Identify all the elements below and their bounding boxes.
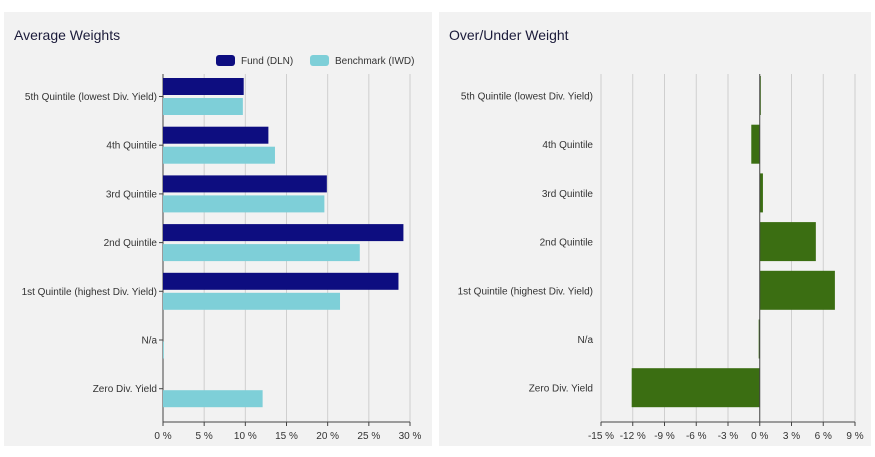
bar (163, 146, 275, 164)
bar (759, 270, 835, 310)
average-weights-title: Average Weights (14, 27, 121, 43)
x-tick-label: -15 % (588, 431, 614, 442)
bar (163, 224, 404, 242)
bar (758, 319, 760, 359)
bar (163, 341, 164, 359)
bar (163, 390, 263, 408)
category-label: 2nd Quintile (540, 238, 594, 249)
bar (163, 78, 244, 95)
category-label: 3rd Quintile (542, 189, 594, 200)
category-label: 5th Quintile (lowest Div. Yield) (25, 92, 157, 103)
bar (163, 244, 360, 262)
x-tick-label: 20 % (316, 431, 339, 442)
bar (759, 222, 816, 262)
bar (163, 292, 341, 310)
category-label: N/a (577, 335, 593, 346)
x-tick-label: 0 % (751, 431, 768, 442)
x-tick-label: 25 % (357, 431, 380, 442)
over-under-weight-panel: Over/Under Weight 5th Quintile (lowest D… (439, 12, 871, 446)
category-label: 1st Quintile (highest Div. Yield) (458, 286, 593, 297)
bar (759, 173, 763, 213)
legend-swatch (310, 55, 329, 66)
x-tick-label: -12 % (620, 431, 646, 442)
legend-swatch (216, 55, 235, 66)
over-under-weight-chart: 5th Quintile (lowest Div. Yield) 4th Quin… (458, 74, 864, 442)
average-weights-panel: Average Weights 5th Quintile (lowest Div… (4, 12, 432, 446)
bar (163, 272, 399, 290)
category-label: Zero Div. Yield (529, 384, 593, 395)
category-label: 5th Quintile (lowest Div. Yield) (461, 92, 593, 103)
x-tick-label: -3 % (718, 431, 739, 442)
bar (163, 175, 327, 193)
legend-label: Fund (DLN) (241, 56, 293, 67)
average-weights-chart: 5th Quintile (lowest Div. Yield) 4th Quin… (22, 55, 422, 442)
category-label: 3rd Quintile (106, 189, 158, 200)
x-tick-label: 5 % (196, 431, 213, 442)
category-label: N/a (141, 336, 157, 347)
category-label: 4th Quintile (106, 141, 157, 152)
x-tick-label: 6 % (815, 431, 832, 442)
x-tick-label: 10 % (234, 431, 257, 442)
bar (163, 126, 269, 144)
x-tick-label: -6 % (686, 431, 707, 442)
bar (631, 368, 760, 408)
over-under-weight-title: Over/Under Weight (449, 27, 569, 43)
category-label: 4th Quintile (542, 140, 593, 151)
legend-label: Benchmark (IWD) (335, 56, 414, 67)
x-tick-label: -9 % (654, 431, 675, 442)
x-tick-label: 0 % (154, 431, 171, 442)
bar (751, 124, 760, 164)
x-tick-label: 15 % (275, 431, 298, 442)
category-label: 1st Quintile (highest Div. Yield) (22, 287, 157, 298)
x-tick-label: 3 % (783, 431, 800, 442)
category-label: 2nd Quintile (104, 238, 158, 249)
x-tick-label: 9 % (846, 431, 863, 442)
bar (759, 76, 761, 115)
bar (163, 195, 325, 213)
bar (163, 98, 243, 115)
category-label: Zero Div. Yield (93, 384, 157, 395)
x-tick-label: 30 % (399, 431, 422, 442)
